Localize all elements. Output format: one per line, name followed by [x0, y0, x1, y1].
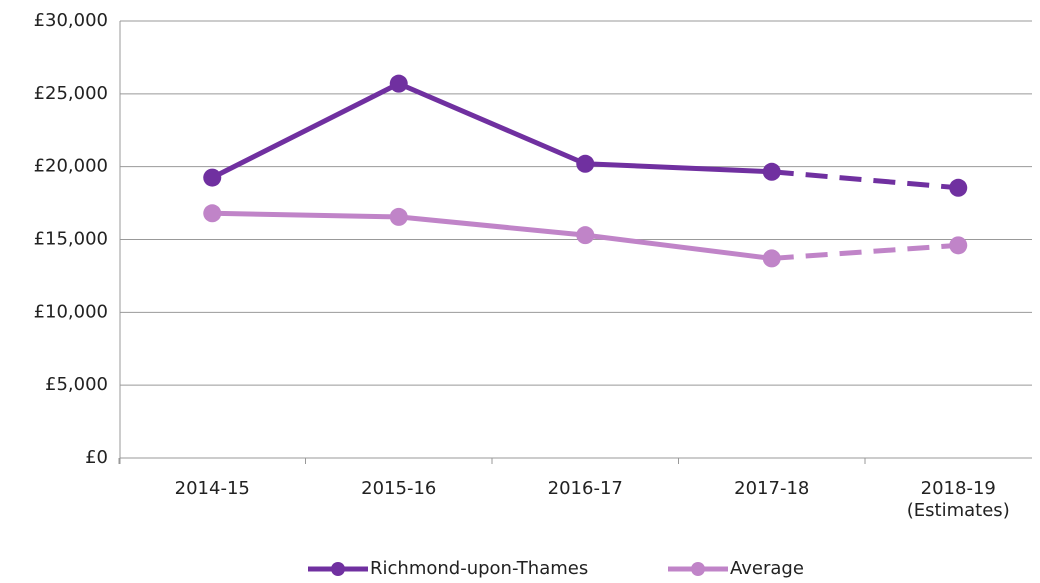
legend-label: Average	[730, 558, 804, 579]
x-tick-label: 2018-19 (Estimates)	[906, 478, 1010, 521]
y-tick-label: £10,000	[34, 301, 108, 322]
point	[949, 236, 968, 255]
x-tick-label: 2016-17	[547, 478, 623, 499]
x-tick-label: 2014-15	[174, 478, 250, 499]
point	[949, 178, 968, 197]
x-tick-label: 2017-18	[734, 478, 810, 499]
point	[203, 204, 222, 223]
point	[576, 226, 595, 245]
point	[762, 162, 781, 181]
point	[389, 74, 408, 93]
legend-marker	[331, 562, 345, 576]
series-line	[212, 210, 773, 261]
y-tick-label: £5,000	[45, 374, 108, 395]
series-line	[771, 169, 959, 191]
y-tick-label: £30,000	[34, 10, 108, 31]
point	[203, 168, 222, 187]
point	[389, 207, 408, 226]
y-tick-label: £20,000	[34, 156, 108, 177]
x-tick-label: 2015-16	[361, 478, 437, 499]
point	[762, 249, 781, 268]
series-line	[211, 81, 772, 180]
y-tick-label: £0	[85, 447, 108, 468]
series-line	[771, 242, 959, 261]
legend-label: Richmond-upon-Thames	[370, 558, 588, 579]
legend-marker	[691, 562, 705, 576]
y-tick-label: £15,000	[34, 229, 108, 250]
y-tick-label: £25,000	[34, 83, 108, 104]
point	[576, 154, 595, 173]
